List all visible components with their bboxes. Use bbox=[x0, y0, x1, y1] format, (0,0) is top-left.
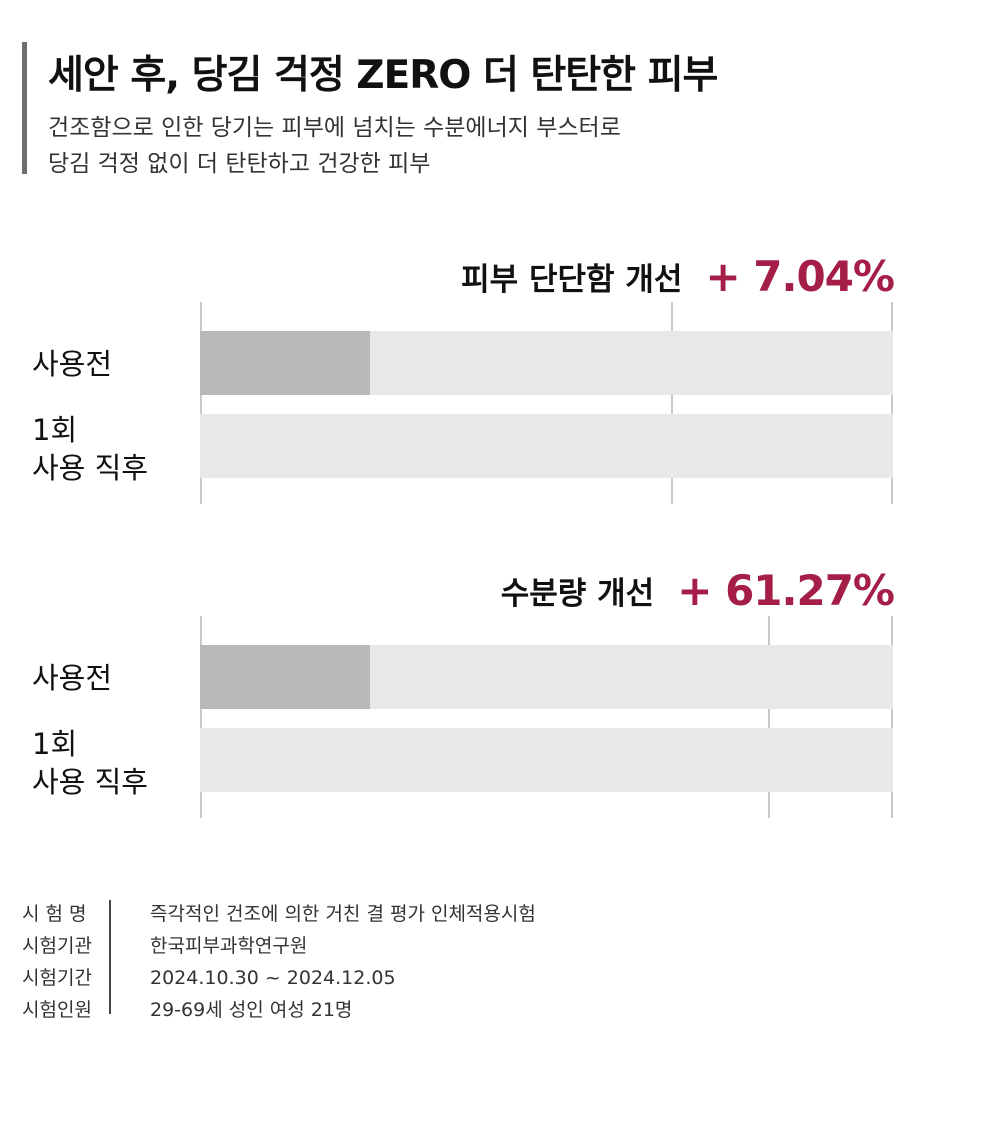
info-key: 시험기관 bbox=[22, 935, 92, 957]
info-key: 시 험 명 bbox=[22, 903, 87, 925]
page-title: 세안 후, 당김 걱정 ZERO 더 탄탄한 피부 bbox=[48, 53, 718, 98]
info-value: 한국피부과학연구원 bbox=[150, 935, 308, 957]
info-key: 시험인원 bbox=[22, 999, 92, 1021]
gridline bbox=[671, 302, 673, 504]
bar-after bbox=[200, 414, 893, 478]
chart-plot-area bbox=[200, 302, 893, 504]
chart-title-label: 수분량 개선 bbox=[500, 576, 655, 612]
chart-plot-area bbox=[200, 616, 893, 818]
category-label-line: 1회 bbox=[32, 413, 78, 447]
bar-before bbox=[200, 645, 370, 709]
header-accent-bar bbox=[22, 42, 27, 174]
info-value: 즉각적인 건조에 의한 거친 결 평가 인체적용시험 bbox=[150, 903, 536, 925]
category-label-after: 1회 사용 직후 bbox=[32, 411, 148, 487]
category-label-after: 1회 사용 직후 bbox=[32, 725, 148, 801]
info-value: 2024.10.30 ~ 2024.12.05 bbox=[150, 967, 396, 989]
category-label-line: 사용 직후 bbox=[32, 451, 148, 485]
info-key: 시험기간 bbox=[22, 967, 92, 989]
category-label-line: 사용전 bbox=[32, 661, 113, 695]
category-label-line: 사용 직후 bbox=[32, 765, 148, 799]
page-subtitle: 건조함으로 인한 당기는 피부에 넘치는 수분에너지 부스터로 당김 걱정 없이… bbox=[48, 110, 621, 182]
bar-track-before bbox=[200, 331, 893, 395]
info-separator bbox=[109, 900, 111, 1014]
chart-title: 피부 단단함 개선 + 7.04% bbox=[461, 252, 895, 301]
gridline bbox=[891, 616, 893, 818]
improvement-percent: + 61.27% bbox=[677, 566, 895, 615]
gridline bbox=[891, 302, 893, 504]
gridline bbox=[200, 302, 202, 504]
chart-title-label: 피부 단단함 개선 bbox=[461, 262, 683, 298]
chart-title: 수분량 개선 + 61.27% bbox=[500, 566, 895, 615]
gridline bbox=[200, 616, 202, 818]
bar-after bbox=[200, 728, 893, 792]
category-label-before: 사용전 bbox=[32, 659, 112, 697]
improvement-percent: + 7.04% bbox=[705, 252, 895, 301]
category-label-line: 1회 bbox=[32, 727, 78, 761]
gridline bbox=[768, 616, 770, 818]
subtitle-line-2: 당김 걱정 없이 더 탄탄하고 건강한 피부 bbox=[48, 151, 431, 177]
subtitle-line-1: 건조함으로 인한 당기는 피부에 넘치는 수분에너지 부스터로 bbox=[48, 115, 621, 141]
info-value: 29-69세 성인 여성 21명 bbox=[150, 999, 353, 1021]
bar-before bbox=[200, 331, 370, 395]
category-label-before: 사용전 bbox=[32, 345, 112, 383]
category-label-line: 사용전 bbox=[32, 347, 113, 381]
bar-track-before bbox=[200, 645, 893, 709]
